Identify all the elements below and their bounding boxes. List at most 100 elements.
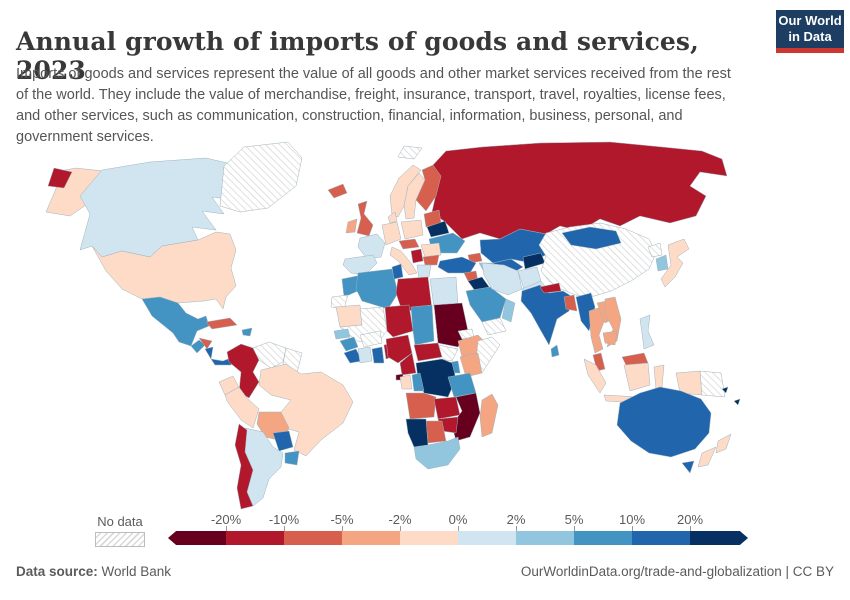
country-cote-d-ivoire[interactable] bbox=[357, 346, 373, 364]
country-peru[interactable] bbox=[224, 386, 260, 429]
country-papua-new-guinea[interactable] bbox=[699, 370, 726, 398]
country-bulgaria[interactable] bbox=[422, 254, 440, 266]
country-algeria[interactable] bbox=[355, 268, 399, 310]
country-burkina-faso[interactable] bbox=[359, 330, 383, 348]
country-united-kingdom[interactable] bbox=[356, 200, 374, 237]
country-ghana[interactable] bbox=[371, 346, 385, 364]
country-serbia[interactable] bbox=[410, 248, 424, 264]
legend-segment-8[interactable] bbox=[574, 531, 632, 545]
country-poland[interactable] bbox=[400, 219, 424, 240]
country-tunisia[interactable] bbox=[391, 263, 404, 280]
country-cuba[interactable] bbox=[205, 317, 238, 330]
country-senegal[interactable] bbox=[333, 328, 351, 340]
country-north-korea[interactable] bbox=[647, 242, 663, 258]
legend-tick-mark bbox=[690, 526, 691, 531]
country-new-zealand[interactable] bbox=[697, 446, 717, 468]
country-australia[interactable] bbox=[681, 460, 695, 474]
country-france[interactable] bbox=[357, 233, 386, 260]
legend-segment-10[interactable] bbox=[690, 531, 748, 545]
country-niger[interactable] bbox=[384, 304, 414, 338]
country-colombia[interactable] bbox=[226, 343, 260, 399]
country-italy[interactable] bbox=[389, 246, 418, 276]
country-norway[interactable] bbox=[389, 164, 422, 218]
legend-segment-4[interactable] bbox=[342, 531, 400, 545]
world-map-container[interactable] bbox=[0, 140, 850, 512]
country-belarus[interactable] bbox=[426, 220, 450, 238]
country-philippines[interactable] bbox=[639, 314, 655, 350]
country-venezuela[interactable] bbox=[252, 341, 287, 369]
country-mauritania[interactable] bbox=[335, 304, 363, 328]
country-namibia[interactable] bbox=[405, 418, 429, 448]
country-iceland[interactable] bbox=[327, 183, 348, 199]
country-svalbard[interactable] bbox=[397, 145, 423, 160]
country-madagascar[interactable] bbox=[479, 393, 499, 438]
country-indonesia[interactable] bbox=[623, 362, 651, 392]
legend-color-bar[interactable] bbox=[168, 531, 748, 545]
legend-segment-5[interactable] bbox=[400, 531, 458, 545]
country-south-korea[interactable] bbox=[655, 254, 669, 272]
country-chad[interactable] bbox=[410, 304, 435, 346]
country-tanzania[interactable] bbox=[447, 372, 477, 398]
country-greece[interactable] bbox=[416, 264, 432, 280]
country-angola[interactable] bbox=[405, 392, 437, 420]
chart-subtitle: Imports of goods and services represent … bbox=[16, 65, 731, 146]
country-russia[interactable] bbox=[431, 141, 728, 240]
legend-segment-2[interactable] bbox=[226, 531, 284, 545]
country-denmark[interactable] bbox=[387, 211, 398, 224]
country-iran[interactable] bbox=[481, 262, 523, 296]
country-dominican-republic[interactable] bbox=[241, 327, 253, 337]
country-indonesia[interactable] bbox=[583, 358, 607, 394]
country-honduras[interactable] bbox=[198, 337, 213, 350]
country-cambodia[interactable] bbox=[602, 330, 618, 346]
country-egypt[interactable] bbox=[429, 276, 459, 308]
legend-segment-7[interactable] bbox=[516, 531, 574, 545]
data-source: Data source: World Bank bbox=[16, 564, 171, 579]
legend-tick-mark bbox=[458, 526, 459, 531]
country-mongolia[interactable] bbox=[561, 226, 622, 250]
country-guinea[interactable] bbox=[339, 336, 359, 352]
country-zambia[interactable] bbox=[433, 396, 461, 420]
country-mozambique[interactable] bbox=[451, 392, 481, 442]
country-oman[interactable] bbox=[501, 298, 516, 323]
country-new-zealand[interactable] bbox=[715, 433, 732, 454]
country-yemen[interactable] bbox=[481, 317, 507, 336]
country-cameroon[interactable] bbox=[399, 352, 417, 376]
legend-segment-6[interactable] bbox=[458, 531, 516, 545]
country-greenland[interactable] bbox=[219, 141, 303, 213]
country-mexico[interactable] bbox=[141, 296, 210, 347]
country-australia[interactable] bbox=[616, 386, 712, 458]
country-nigeria[interactable] bbox=[385, 334, 413, 364]
country-south-africa[interactable] bbox=[413, 436, 461, 470]
country-central-african-republic[interactable] bbox=[413, 342, 443, 362]
country-japan[interactable] bbox=[660, 238, 690, 288]
country-indonesia[interactable] bbox=[653, 364, 665, 390]
no-data-swatch[interactable] bbox=[95, 532, 145, 547]
country-brazil[interactable] bbox=[258, 363, 354, 457]
country-finland[interactable] bbox=[415, 164, 442, 212]
country-germany[interactable] bbox=[381, 221, 402, 246]
country-congo[interactable] bbox=[411, 372, 425, 392]
country-solomon-islands[interactable] bbox=[721, 386, 729, 394]
legend-segment-3[interactable] bbox=[284, 531, 342, 545]
country-uruguay[interactable] bbox=[284, 450, 300, 466]
legend-tick-labels: -20% -10% -5% -2% 0% 2% 5% 10% 20% bbox=[168, 512, 748, 531]
data-source-value: World Bank bbox=[97, 564, 172, 579]
world-map[interactable] bbox=[0, 140, 850, 512]
country-india[interactable] bbox=[520, 284, 574, 346]
country-chile[interactable] bbox=[234, 423, 254, 510]
country-paraguay[interactable] bbox=[272, 430, 294, 452]
country-ireland[interactable] bbox=[345, 218, 358, 234]
country-gabon[interactable] bbox=[399, 374, 413, 390]
country-nepal[interactable] bbox=[539, 282, 562, 294]
country-sri-lanka[interactable] bbox=[550, 344, 560, 358]
legend-segment-1[interactable] bbox=[168, 531, 226, 545]
legend-no-data[interactable]: No data bbox=[95, 514, 145, 547]
country-romania[interactable] bbox=[420, 242, 442, 258]
country-kenya[interactable] bbox=[459, 352, 483, 378]
country-hungary[interactable] bbox=[398, 238, 420, 250]
legend-segment-9[interactable] bbox=[632, 531, 690, 545]
country-nicaragua[interactable] bbox=[204, 346, 214, 360]
country-solomon-islands[interactable] bbox=[733, 398, 741, 406]
country-bangladesh[interactable] bbox=[563, 294, 578, 312]
country-russia[interactable] bbox=[47, 167, 73, 189]
